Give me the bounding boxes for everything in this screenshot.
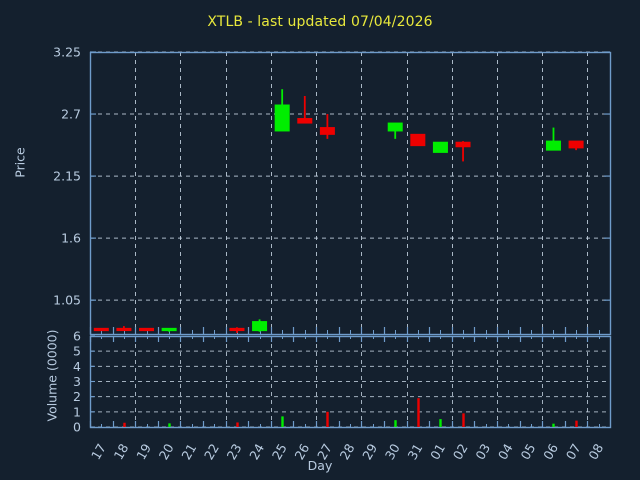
x-tick-06: 06 xyxy=(540,441,561,462)
candle-26 xyxy=(297,95,313,124)
x-tick-21: 21 xyxy=(178,441,199,462)
svg-text:0: 0 xyxy=(73,420,81,435)
candle-series xyxy=(93,89,584,333)
x-tick-28: 28 xyxy=(337,441,358,462)
x-tick-29: 29 xyxy=(359,441,380,462)
x-tick-07: 07 xyxy=(563,441,584,462)
candle-20 xyxy=(161,327,177,332)
x-tick-02: 02 xyxy=(450,441,471,462)
candle-23 xyxy=(229,327,245,333)
price-tick-labels: 3.25 2.7 2.15 1.6 1.05 xyxy=(53,45,610,308)
price-gridlines xyxy=(90,51,610,334)
x-tick-22: 22 xyxy=(201,441,222,462)
candle-27 xyxy=(319,114,335,139)
svg-text:2: 2 xyxy=(73,389,81,404)
candle-17 xyxy=(93,327,109,332)
volume-gridlines xyxy=(90,336,610,428)
x-tick-24: 24 xyxy=(246,441,267,462)
price-panel-frame xyxy=(89,51,612,336)
candle-01 xyxy=(432,141,448,153)
x-tick-27: 27 xyxy=(314,441,335,462)
svg-text:2.15: 2.15 xyxy=(53,169,81,184)
chart-title: XTLB - last updated 07/04/2026 xyxy=(207,14,433,30)
candle-18 xyxy=(116,326,132,332)
svg-text:2.7: 2.7 xyxy=(61,107,81,122)
svg-text:1.6: 1.6 xyxy=(61,231,81,246)
svg-text:4: 4 xyxy=(73,359,81,374)
x-axis-label: Day xyxy=(307,458,333,473)
x-tick-31: 31 xyxy=(404,441,425,462)
svg-text:1: 1 xyxy=(73,404,81,419)
candle-30 xyxy=(387,122,403,139)
svg-text:3: 3 xyxy=(73,374,81,389)
x-tick-08: 08 xyxy=(585,441,606,462)
volume-series xyxy=(123,398,578,427)
x-tick-01: 01 xyxy=(427,441,448,462)
svg-text:6: 6 xyxy=(73,329,81,344)
x-tick-04: 04 xyxy=(495,441,516,462)
x-tick-17: 17 xyxy=(88,441,109,462)
x-axis-tick-labels: 17 18 19 20 21 22 23 24 25 26 27 28 29 30 31 01 02 03 04 05… xyxy=(88,441,606,462)
candle-02 xyxy=(455,141,471,162)
x-tick-05: 05 xyxy=(518,441,539,462)
x-tick-18: 18 xyxy=(111,441,132,462)
x-axis-tick-marks xyxy=(89,327,600,427)
candle-06 xyxy=(545,127,561,151)
candle-24 xyxy=(252,319,268,332)
x-tick-20: 20 xyxy=(156,441,177,462)
svg-text:1.05: 1.05 xyxy=(53,293,81,308)
x-tick-25: 25 xyxy=(269,441,290,462)
x-tick-19: 19 xyxy=(133,441,154,462)
x-tick-26: 26 xyxy=(291,441,312,462)
candle-19 xyxy=(139,327,155,332)
svg-text:3.25: 3.25 xyxy=(53,45,81,60)
candle-31 xyxy=(410,133,426,147)
x-tick-23: 23 xyxy=(224,441,245,462)
candle-25 xyxy=(274,89,290,132)
x-tick-30: 30 xyxy=(382,441,403,462)
candle-07 xyxy=(568,140,584,151)
x-tick-03: 03 xyxy=(472,441,493,462)
svg-text:5: 5 xyxy=(73,344,81,359)
